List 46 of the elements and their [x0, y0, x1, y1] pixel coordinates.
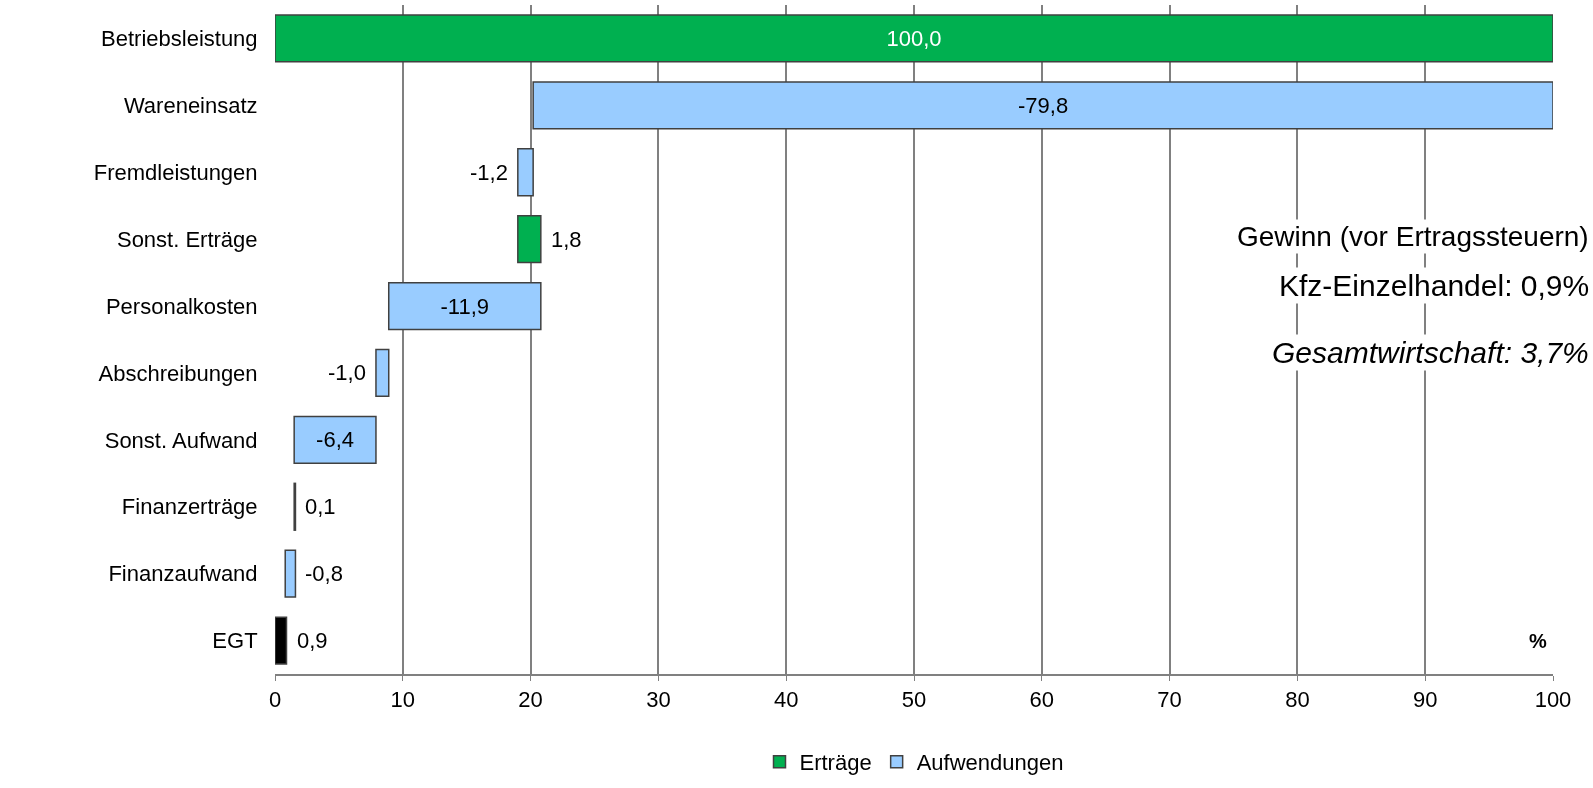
y-tick-label: Betriebsleistung — [101, 26, 258, 52]
bar — [275, 616, 288, 665]
x-tick-label: 90 — [1412, 687, 1438, 713]
data-label: 0,1 — [305, 494, 336, 519]
x-tick-label: 40 — [773, 687, 799, 713]
y-tick-label: Sonst. Aufwand — [104, 427, 258, 453]
data-label: 100,0 — [886, 25, 942, 51]
bar — [517, 148, 534, 197]
bar — [532, 81, 1553, 130]
x-tick-label: 0 — [268, 687, 282, 713]
legend-label: Erträge — [799, 750, 872, 776]
y-tick-label: Finanzerträge — [121, 494, 258, 520]
x-tick-label: 30 — [646, 687, 671, 713]
y-tick-label: Personalkosten — [105, 293, 258, 319]
annotation: Gesamtwirtschaft: 3,7% — [1272, 336, 1589, 369]
x-tick-label: 10 — [390, 687, 416, 713]
bar — [375, 348, 390, 398]
bar — [293, 415, 377, 465]
x-tick-label: 100 — [1534, 687, 1572, 713]
y-tick-label: Wareneinsatz — [123, 93, 258, 119]
x-tick-label: 20 — [518, 687, 543, 713]
x-tick-label: 80 — [1285, 687, 1310, 713]
y-tick-label: EGT — [212, 628, 258, 654]
data-label: -6,4 — [316, 427, 355, 453]
data-label: -0,8 — [305, 561, 343, 586]
x-tick-label: 60 — [1029, 687, 1055, 713]
y-tick-label: Abschreibungen — [98, 360, 258, 386]
x-tick-label: 70 — [1157, 687, 1182, 713]
data-label: -1,0 — [328, 360, 366, 385]
bar — [387, 281, 542, 331]
bar — [517, 214, 542, 264]
y-tick-label: Sonst. Erträge — [116, 226, 258, 252]
annotation: Gewinn (vor Ertragssteuern) — [1237, 221, 1589, 252]
x-axis-title: % — [1529, 630, 1547, 652]
bar — [275, 14, 1553, 63]
data-label: -79,8 — [1018, 92, 1069, 118]
data-label: 0,9 — [297, 628, 328, 653]
data-label: 1,8 — [551, 227, 582, 252]
bar — [284, 549, 297, 598]
annotation: Kfz-Einzelhandel: 0,9% — [1279, 269, 1590, 302]
data-label: -11,9 — [440, 293, 490, 319]
y-tick-label: Finanzaufwand — [108, 561, 258, 587]
data-label: -1,2 — [470, 160, 508, 185]
x-tick-label: 50 — [901, 687, 927, 713]
legend-label: Aufwendungen — [916, 750, 1064, 776]
y-tick-label: Fremdleistungen — [93, 159, 258, 185]
